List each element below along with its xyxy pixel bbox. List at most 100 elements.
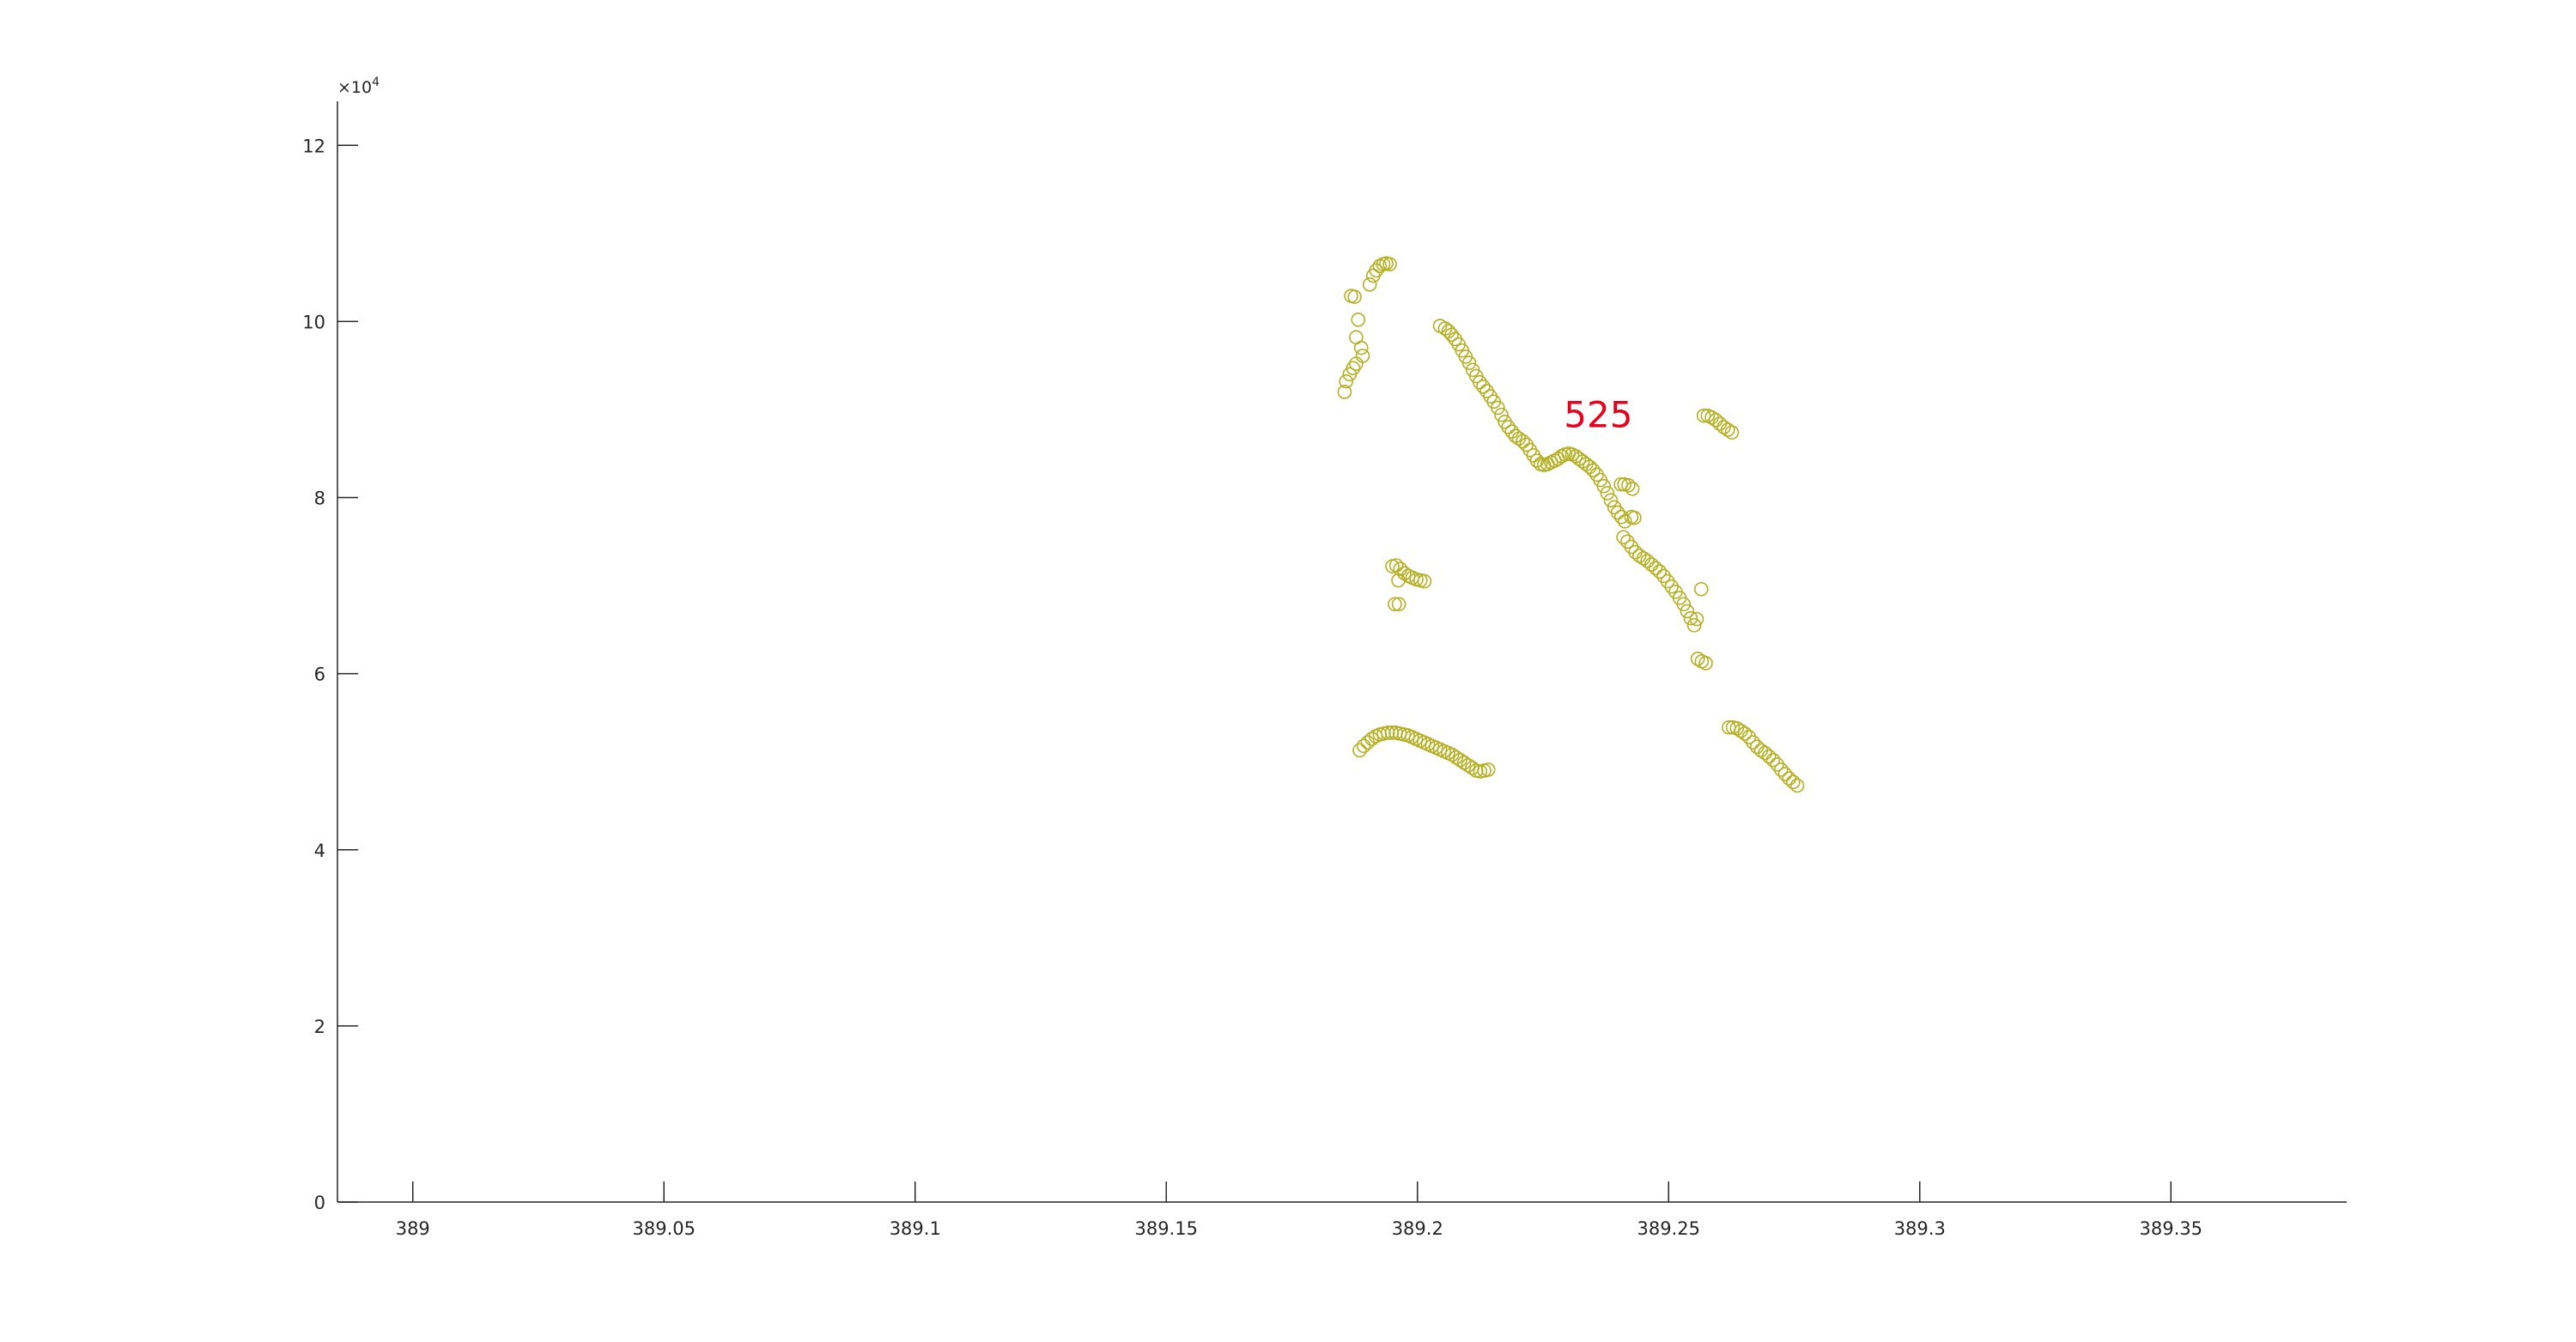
y-tick-label: 4: [314, 841, 325, 861]
scatter-point: [1583, 459, 1597, 474]
scatter-point: [1644, 557, 1659, 572]
scatter-point: [1773, 762, 1789, 777]
y-axis-exponent-label: ×104: [337, 76, 380, 97]
scatter-point: [1782, 771, 1796, 786]
scatter-point: [1600, 486, 1615, 501]
scatter-point: [1652, 564, 1668, 579]
scatter-point: [1680, 604, 1695, 619]
scatter-point: [1789, 778, 1805, 793]
scatter-point: [1693, 581, 1709, 597]
scatter-point: [1339, 373, 1353, 389]
scatter-point: [1353, 340, 1369, 355]
scatter-point: [1586, 463, 1601, 478]
scatter-point: [1461, 758, 1476, 773]
scatter-point: [1491, 400, 1505, 416]
scatter-point: [1686, 617, 1702, 633]
scatter-point: [1516, 434, 1530, 449]
scatter-point: [1417, 574, 1432, 589]
x-tick-label: 389.25: [1637, 1218, 1700, 1239]
scatter-point: [1380, 726, 1395, 740]
scatter-point: [1346, 361, 1361, 376]
scatter-point: [1729, 720, 1745, 736]
y-tick-label: 0: [314, 1193, 325, 1213]
scatter-point: [1391, 573, 1406, 588]
scatter-point: [1610, 505, 1625, 520]
x-axis-ticks: 389 389.05 389.1 389.15 389.2 389.25 389.3 389.…: [396, 1181, 2202, 1239]
scatter-point: [1347, 289, 1362, 304]
scatter-point: [1444, 327, 1459, 343]
scatter-point: [1393, 562, 1408, 576]
scatter-point: [1761, 749, 1777, 764]
scatter-point: [1765, 752, 1781, 768]
scatter-point: [1621, 477, 1636, 493]
scatter-point: [1708, 412, 1723, 428]
y-tick-label: 12: [302, 136, 325, 156]
x-tick-label: 389: [396, 1218, 430, 1239]
scatter-point: [1504, 424, 1520, 439]
scatter-point: [1351, 313, 1366, 327]
scatter-point: [1501, 420, 1516, 434]
scatter-point: [1444, 747, 1460, 762]
x-tick-label: 389.2: [1392, 1218, 1443, 1239]
y-tick-label: 2: [314, 1017, 325, 1037]
scatter-point: [1676, 597, 1692, 611]
scatter-point: [1698, 656, 1713, 671]
y-tick-label: 8: [314, 489, 325, 509]
scatter-point: [1632, 548, 1647, 563]
scatter-point: [1758, 745, 1772, 761]
scatter-point: [1449, 750, 1464, 765]
y-tick-label: 10: [302, 312, 325, 332]
scatter-point: [1480, 762, 1496, 777]
scatter-point: [1648, 561, 1663, 575]
scatter-point: [1453, 752, 1467, 768]
scatter-point: [1355, 349, 1370, 363]
x-tick-label: 389.15: [1135, 1218, 1198, 1239]
y-axis-ticks: 0 2 4 6 8 10 12: [302, 136, 358, 1213]
scatter-point: [1696, 408, 1711, 423]
scatter-point: [1362, 277, 1377, 292]
scatter-point: [1388, 558, 1404, 573]
scatter-point: [1596, 478, 1612, 494]
point-annotation: 525: [1564, 393, 1632, 435]
scatter-point: [1391, 597, 1406, 611]
scatter-point: [1382, 257, 1397, 272]
scatter-point: [1494, 407, 1509, 422]
scatter-point: [1786, 774, 1801, 790]
scatter-points: [1337, 256, 1805, 793]
scatter-point: [1720, 422, 1735, 437]
scatter-point: [1349, 356, 1364, 371]
scatter-point: [1625, 481, 1640, 496]
scatter-point: [1690, 651, 1705, 666]
scatter-point: [1777, 767, 1793, 781]
scatter-point: [1627, 510, 1642, 525]
scatter-point: [1746, 735, 1760, 750]
scatter-point: [1616, 530, 1631, 544]
scatter-point: [1737, 726, 1753, 741]
x-tick-label: 389.05: [633, 1218, 696, 1239]
scatter-point: [1352, 743, 1367, 758]
scatter-point: [1640, 554, 1655, 568]
scatter-point: [1456, 755, 1472, 770]
scatter-point: [1603, 493, 1619, 507]
axes: [337, 101, 2347, 1203]
scatter-point: [1472, 374, 1487, 390]
scatter-point: [1337, 385, 1352, 399]
scatter-point: [1356, 738, 1371, 754]
scatter-point: [1461, 355, 1477, 370]
scatter-point: [1689, 611, 1704, 627]
scatter-point: [1613, 509, 1629, 525]
y-tick-label: 6: [314, 665, 325, 685]
scatter-point: [1716, 420, 1731, 434]
scatter-point: [1724, 425, 1740, 440]
scatter-point: [1683, 610, 1698, 626]
x-tick-label: 389.1: [890, 1218, 941, 1239]
scatter-point: [1364, 732, 1379, 746]
scatter-point: [1529, 453, 1545, 468]
x-tick-label: 389.35: [2140, 1218, 2202, 1239]
scatter-point: [1571, 452, 1587, 466]
x-tick-label: 389.3: [1894, 1218, 1946, 1239]
scatter-point: [1508, 428, 1523, 444]
scatter-point: [1388, 597, 1402, 611]
scatter-point: [1476, 379, 1491, 394]
